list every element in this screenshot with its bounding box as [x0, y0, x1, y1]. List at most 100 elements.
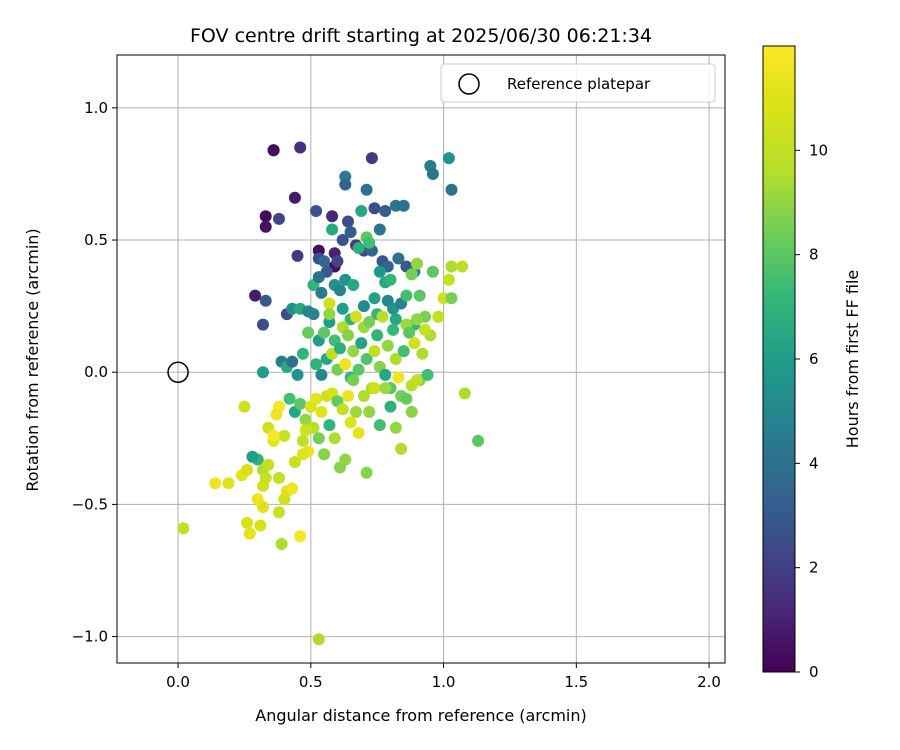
scatter-point — [259, 472, 272, 484]
scatter-point — [336, 234, 349, 246]
scatter-point — [445, 260, 458, 273]
scatter-point — [259, 294, 272, 307]
scatter-point — [400, 289, 413, 302]
scatter-point — [392, 252, 405, 265]
scatter-point — [270, 408, 283, 421]
scatter-point — [403, 326, 416, 339]
scatter-point — [355, 205, 368, 217]
scatter-point — [257, 366, 269, 379]
scatter-point — [419, 323, 431, 336]
scatter-point — [347, 279, 360, 291]
x-tick-label: 1.5 — [564, 673, 588, 691]
scatter-point — [222, 477, 235, 490]
scatter-point — [416, 347, 429, 360]
scatter-point — [310, 358, 323, 371]
scatter-point — [350, 405, 362, 418]
scatter-point — [318, 326, 331, 339]
scatter-point — [400, 392, 413, 405]
scatter-point — [294, 141, 307, 154]
scatter-point — [267, 144, 280, 157]
x-tick-label: 0.5 — [299, 673, 323, 691]
scatter-point — [389, 421, 402, 434]
plot-frame — [116, 54, 726, 664]
scatter-point — [389, 313, 402, 326]
scatter-point — [373, 419, 386, 432]
x-ticks: 0.0 0.5 1.0 1.5 2.0 — [166, 663, 721, 691]
scatter-point — [318, 255, 331, 268]
y-ticks: −1.0 −0.5 0.0 0.5 1.0 — [72, 99, 117, 646]
scatter-points — [177, 141, 485, 646]
scatter-point — [445, 183, 458, 196]
scatter-point — [373, 223, 386, 236]
scatter-point — [318, 448, 331, 461]
scatter-point — [456, 260, 469, 273]
scatter-point — [342, 390, 354, 402]
scatter-point — [363, 236, 376, 249]
scatter-point — [257, 318, 269, 331]
scatter-point — [397, 345, 410, 358]
scatter-point — [315, 286, 328, 299]
scatter-point — [336, 302, 349, 315]
scatter-point — [291, 368, 304, 381]
scatter-point — [355, 337, 368, 350]
scatter-point — [273, 472, 285, 484]
scatter-point — [352, 242, 365, 254]
scatter-point — [472, 434, 485, 447]
colorbar-ticks: 0 2 4 6 8 10 — [795, 141, 828, 681]
scatter-point — [288, 456, 301, 469]
legend-label: Reference platepar — [507, 75, 651, 93]
scatter-point — [302, 326, 315, 339]
scatter-point — [411, 257, 423, 270]
scatter-point — [339, 453, 352, 466]
y-tick-label: −0.5 — [72, 495, 108, 513]
scatter-point — [254, 519, 267, 532]
scatter-point — [339, 358, 352, 371]
scatter-point — [342, 329, 354, 342]
x-tick-label: 2.0 — [697, 673, 721, 691]
scatter-point — [312, 432, 325, 445]
scatter-point — [379, 368, 392, 381]
legend: Reference platepar — [440, 63, 716, 103]
scatter-point — [315, 368, 328, 381]
colorbar: 0 2 4 6 8 10 Hours from first FF file — [762, 45, 862, 681]
scatter-point — [328, 432, 341, 445]
scatter-point — [286, 355, 299, 368]
scatter-point — [352, 427, 365, 439]
scatter-point — [259, 210, 272, 223]
scatter-point — [445, 292, 458, 305]
scatter-point — [405, 405, 418, 418]
scatter-point — [246, 450, 259, 463]
scatter-point — [368, 345, 381, 358]
scatter-point — [291, 249, 304, 262]
scatter-point — [392, 371, 405, 384]
scatter-point — [426, 168, 439, 180]
colorbar-gradient — [762, 45, 796, 673]
scatter-point — [384, 273, 397, 286]
scatter-point — [357, 300, 370, 313]
scatter-point — [408, 337, 421, 350]
scatter-point — [352, 363, 365, 376]
scatter-point — [371, 329, 384, 342]
scatter-point — [421, 368, 434, 381]
scatter-point — [331, 255, 344, 268]
scatter-point — [273, 212, 285, 225]
scatter-point — [334, 284, 346, 297]
scatter-point — [323, 308, 336, 321]
colorbar-tick-label: 10 — [809, 141, 828, 159]
x-tick-label: 0.0 — [166, 673, 190, 691]
scatter-point — [241, 464, 254, 476]
scatter-point — [310, 205, 323, 217]
scatter-point — [288, 191, 301, 204]
scatter-point — [312, 633, 325, 646]
scatter-point — [365, 152, 378, 165]
scatter-point — [360, 466, 373, 479]
colorbar-tick-label: 6 — [809, 350, 819, 368]
scatter-point — [411, 313, 423, 326]
reference-platepar-marker — [167, 361, 189, 383]
scatter-point — [350, 310, 362, 323]
scatter-point — [315, 405, 328, 418]
x-tick-label: 1.0 — [432, 673, 456, 691]
scatter-point — [376, 310, 389, 323]
scatter-point — [336, 403, 349, 416]
scatter-point — [296, 448, 309, 461]
